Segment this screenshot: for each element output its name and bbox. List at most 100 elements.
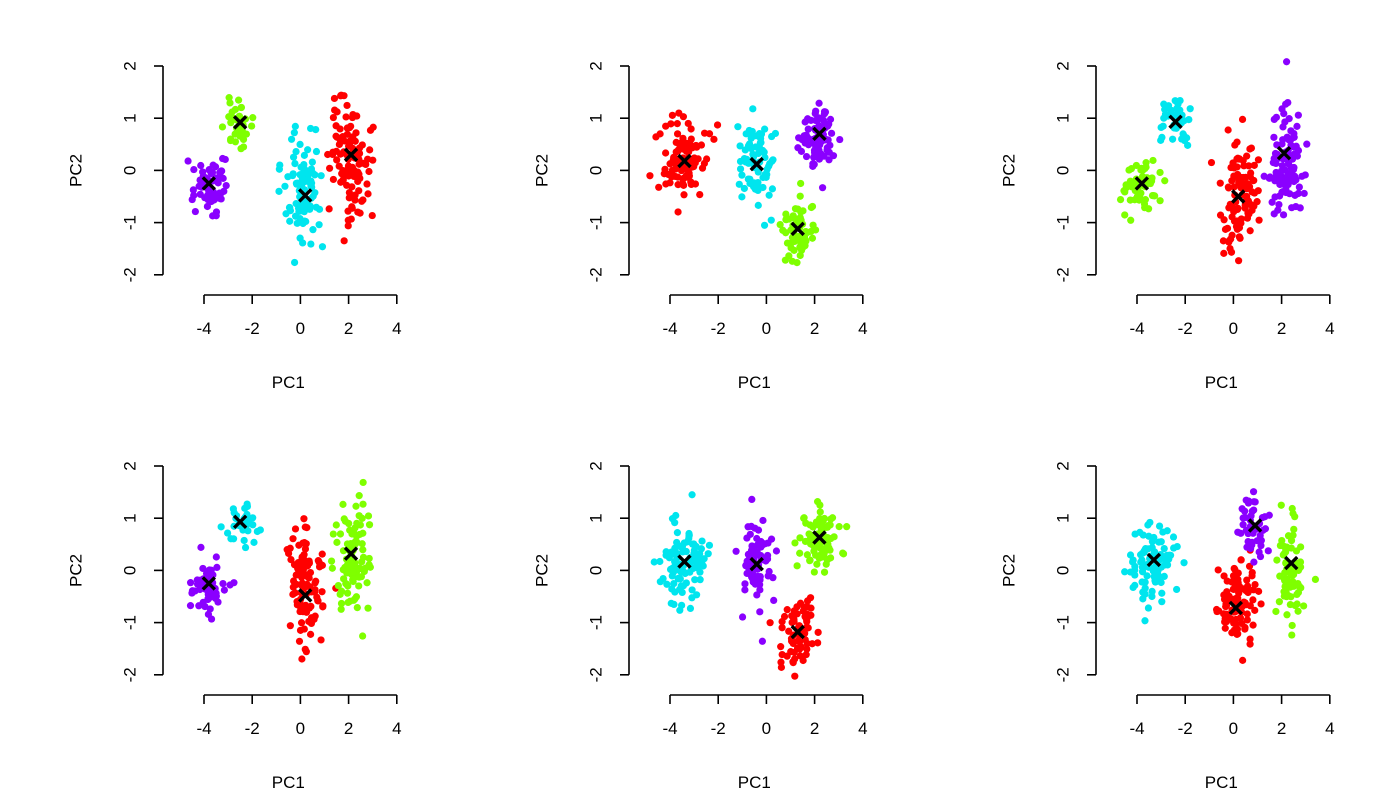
- data-point: [300, 151, 308, 159]
- data-point: [1255, 587, 1263, 595]
- data-point: [749, 150, 757, 158]
- data-point: [309, 226, 317, 234]
- data-point: [196, 190, 204, 198]
- data-point: [1265, 174, 1273, 182]
- data-point: [359, 546, 367, 554]
- y-tick-label: 0: [121, 566, 140, 575]
- data-point: [765, 567, 773, 576]
- data-point: [1237, 529, 1245, 537]
- x-tick-label: -2: [711, 719, 726, 738]
- data-point: [345, 519, 353, 528]
- data-point: [1164, 102, 1173, 110]
- x-tick-label: 0: [1229, 319, 1238, 338]
- data-point: [1220, 249, 1228, 257]
- data-point: [820, 108, 829, 116]
- data-point: [337, 587, 346, 595]
- data-point: [750, 572, 758, 580]
- centroid-marker: [812, 126, 827, 142]
- data-point: [189, 186, 197, 194]
- centroid-marker: [343, 546, 359, 561]
- data-point: [1284, 160, 1293, 168]
- x-tick-label: -2: [245, 719, 260, 738]
- data-point: [349, 568, 358, 576]
- data-point: [359, 632, 367, 640]
- data-point: [1281, 577, 1289, 585]
- y-axis-title: PC2: [533, 154, 552, 187]
- data-point: [836, 135, 844, 144]
- data-point: [1229, 572, 1238, 580]
- data-point: [315, 563, 324, 571]
- data-point: [672, 138, 680, 147]
- data-point: [1160, 544, 1168, 553]
- data-point: [241, 543, 250, 552]
- centroids: [1134, 114, 1292, 204]
- data-point: [673, 130, 682, 138]
- data-point: [766, 619, 774, 627]
- data-point: [1254, 156, 1263, 164]
- data-point: [696, 190, 704, 199]
- data-point: [364, 604, 372, 612]
- data-point: [795, 638, 804, 646]
- data-point: [249, 114, 257, 122]
- data-point: [1284, 170, 1292, 178]
- data-point: [1288, 631, 1296, 639]
- data-point: [298, 582, 306, 590]
- data-point: [1270, 210, 1278, 218]
- data-point: [1294, 607, 1302, 615]
- centroid-stroke: [343, 546, 359, 561]
- data-point: [1207, 158, 1216, 167]
- x-tick-label: -4: [1129, 719, 1144, 738]
- y-tick-label: -2: [121, 267, 140, 282]
- data-point: [276, 161, 284, 169]
- data-point: [1247, 144, 1256, 152]
- data-point: [805, 530, 813, 538]
- data-point: [1237, 215, 1245, 223]
- y-tick-label: 2: [587, 61, 606, 70]
- data-point: [195, 182, 203, 190]
- data-point: [1221, 624, 1229, 632]
- data-point: [356, 530, 364, 539]
- data-point: [791, 609, 799, 617]
- data-point: [1250, 558, 1258, 566]
- data-point: [826, 554, 835, 562]
- data-point: [1148, 592, 1156, 601]
- x-axis-title: PC1: [1205, 773, 1238, 792]
- centroid-marker: [201, 176, 217, 191]
- data-point: [287, 556, 295, 564]
- data-point: [206, 605, 214, 613]
- x-axis-title: PC1: [738, 773, 771, 792]
- data-point: [281, 182, 289, 190]
- data-point: [1121, 211, 1129, 219]
- data-point: [347, 215, 355, 223]
- data-point: [677, 568, 685, 576]
- data-point: [197, 161, 205, 170]
- data-point: [769, 156, 777, 164]
- data-point: [756, 572, 764, 581]
- data-point: [1141, 617, 1149, 625]
- data-point: [835, 523, 843, 531]
- x-axis: -4 -2 0 2 4 PC1: [1129, 694, 1335, 792]
- x-tick-label: 4: [1325, 319, 1334, 338]
- y-tick-label: -2: [587, 267, 606, 282]
- data-point: [358, 197, 366, 205]
- data-point: [1161, 110, 1170, 118]
- data-point: [237, 103, 246, 112]
- data-point: [778, 650, 786, 659]
- data-point: [365, 521, 374, 529]
- data-point: [1160, 572, 1168, 580]
- data-point: [1173, 542, 1181, 551]
- data-point: [691, 576, 699, 584]
- data-point: [1294, 579, 1302, 588]
- data-point: [295, 637, 304, 645]
- data-point: [823, 144, 831, 152]
- x-tick-label: -4: [196, 719, 211, 738]
- data-point: [344, 166, 352, 174]
- x-axis: -4 -2 0 2 4 PC1: [196, 294, 402, 392]
- data-point: [291, 122, 299, 130]
- data-point: [352, 502, 360, 510]
- data-point: [293, 180, 301, 188]
- data-point: [1296, 558, 1305, 566]
- data-point: [292, 147, 300, 156]
- data-point: [754, 186, 762, 195]
